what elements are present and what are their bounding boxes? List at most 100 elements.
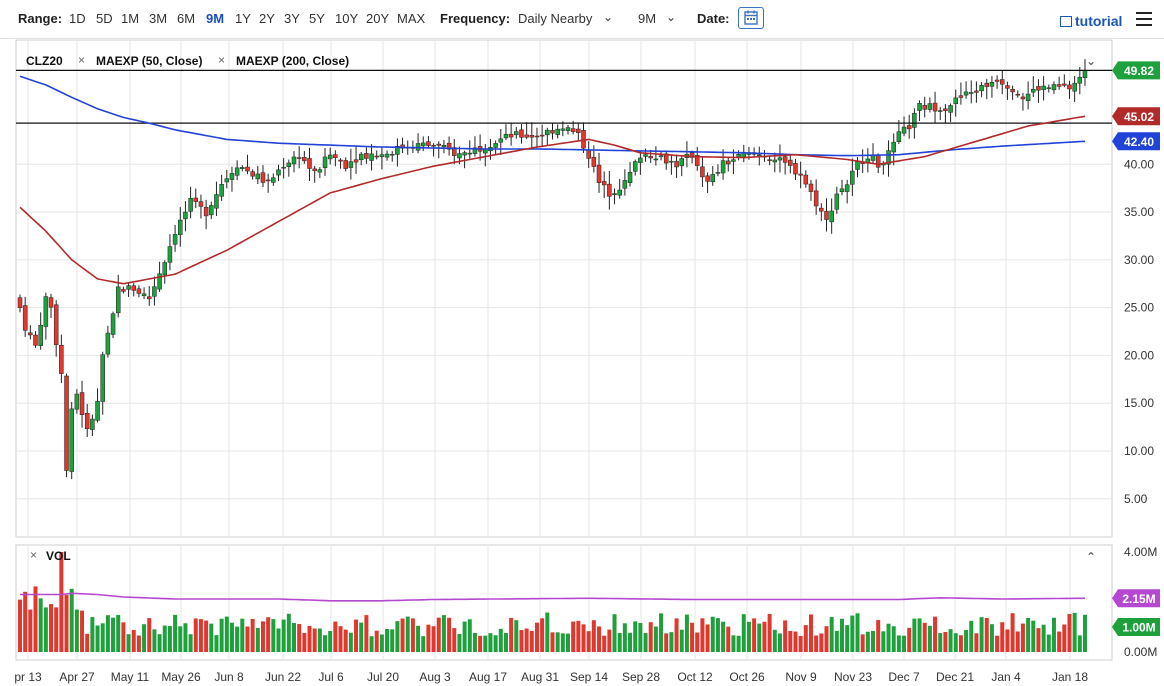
volume-bar-down <box>943 632 948 652</box>
volume-bar-up <box>871 630 876 652</box>
candle-up <box>178 219 183 235</box>
volume-bar-down <box>136 635 141 652</box>
frequency-select[interactable]: Daily Nearby <box>518 11 593 26</box>
volume-bar-down <box>131 629 136 652</box>
x-tick-label: Jan 18 <box>1052 670 1088 684</box>
candle-down <box>250 171 255 177</box>
ma200-value-tag: 42.40 <box>1112 132 1160 151</box>
range-9m[interactable]: 9M <box>206 11 225 26</box>
calendar-icon <box>744 10 758 25</box>
range-1d[interactable]: 1D <box>69 11 86 26</box>
volume-bar-up <box>912 618 917 652</box>
candle-up <box>276 169 281 176</box>
calendar-button[interactable] <box>738 7 764 29</box>
candle-up <box>979 85 984 92</box>
candle-down <box>84 413 90 430</box>
volume-bar-up <box>948 629 953 652</box>
volume-bar-down <box>354 619 359 652</box>
volume-bar-down <box>783 620 788 652</box>
last-price-tag-text: 49.82 <box>1124 64 1154 78</box>
candle-down <box>808 183 814 192</box>
volume-bar-up <box>622 623 627 652</box>
candle-up <box>891 141 896 153</box>
volume-bar-up <box>38 598 43 652</box>
candle-up <box>839 188 845 193</box>
volume-bar-up <box>503 632 508 652</box>
volume-bar-up <box>1072 612 1077 652</box>
range-20y[interactable]: 20Y <box>366 11 390 26</box>
range-1y[interactable]: 1Y <box>235 11 251 26</box>
candle-up <box>638 157 643 163</box>
volume-bar-down <box>550 632 555 652</box>
range-max[interactable]: MAX <box>397 11 426 26</box>
remove-ma50-icon[interactable]: × <box>78 53 86 67</box>
candle-down <box>446 142 452 150</box>
volume-bar-down <box>576 620 581 652</box>
candle-up <box>172 234 178 245</box>
candle-up <box>152 286 157 297</box>
candle-down <box>974 90 979 93</box>
x-tick-label: May 26 <box>161 670 201 684</box>
volume-bar-up <box>1082 614 1087 652</box>
volume-bar-down <box>1067 613 1072 652</box>
volume-bar-down <box>452 628 457 652</box>
candle-down <box>1005 85 1010 89</box>
candle-up <box>560 128 566 131</box>
y-tick-label: 15.00 <box>1124 396 1154 410</box>
volume-bar-up <box>421 636 426 652</box>
candle-up <box>772 159 778 163</box>
remove-volume-icon[interactable]: × <box>30 548 38 562</box>
period-select[interactable]: 9M <box>638 11 657 26</box>
volume-bar-up <box>772 629 777 652</box>
candle-up <box>1041 85 1046 91</box>
range-2y[interactable]: 2Y <box>259 11 275 26</box>
volume-bar-down <box>302 632 307 652</box>
volume-bar-up <box>292 623 296 652</box>
range-6m[interactable]: 6M <box>177 11 196 26</box>
range-5y[interactable]: 5Y <box>309 11 325 26</box>
candle-down <box>932 102 938 112</box>
range-10y[interactable]: 10Y <box>335 11 359 26</box>
volume-bar-up <box>178 626 183 652</box>
volume-bar-up <box>95 625 100 652</box>
candle-down <box>136 288 142 294</box>
range-5d[interactable]: 5D <box>96 11 113 26</box>
candle-down <box>302 157 307 162</box>
chevron-down-icon[interactable]: ⌄ <box>666 10 677 24</box>
candle-up <box>167 246 173 263</box>
candle-up <box>1046 87 1052 89</box>
chevron-down-icon[interactable]: ⌄ <box>603 10 614 24</box>
candle-up <box>126 285 131 290</box>
range-3y[interactable]: 3Y <box>284 11 300 26</box>
volume-bar-up <box>710 616 715 652</box>
volume-bar-up <box>214 635 219 652</box>
candle-up <box>358 153 364 161</box>
volume-bar-up <box>715 618 720 652</box>
volume-bar-down <box>260 621 265 652</box>
candle-up <box>327 154 333 160</box>
candle-down <box>824 210 829 220</box>
volume-bar-down <box>23 591 28 652</box>
range-3m[interactable]: 3M <box>149 11 168 26</box>
candle-up <box>229 173 235 180</box>
candle-up <box>69 408 74 472</box>
collapse-chevron-icon[interactable]: ⌄ <box>1086 54 1097 68</box>
volume-bar-down <box>524 628 529 652</box>
hamburger-menu-icon[interactable] <box>1136 12 1152 26</box>
volume-bar-up <box>560 633 565 652</box>
candle-down <box>767 159 772 161</box>
volume-bar-up <box>777 633 782 652</box>
candle-up <box>209 205 214 216</box>
remove-ma200-icon[interactable]: × <box>218 53 226 67</box>
range-1m[interactable]: 1M <box>121 11 140 26</box>
expand-chevron-icon[interactable]: ⌃ <box>1086 550 1097 564</box>
tutorial-link[interactable]: tutorial <box>1060 13 1122 29</box>
candle-up <box>420 142 426 147</box>
volume-bar-up <box>638 622 643 652</box>
x-tick-label: pr 13 <box>14 670 42 684</box>
candle-down <box>994 79 1000 82</box>
volume-bar-down <box>597 626 602 652</box>
last-price-tag-bg <box>1112 61 1160 80</box>
volume-bar-down <box>447 617 452 652</box>
volume-bar-up <box>953 633 958 652</box>
